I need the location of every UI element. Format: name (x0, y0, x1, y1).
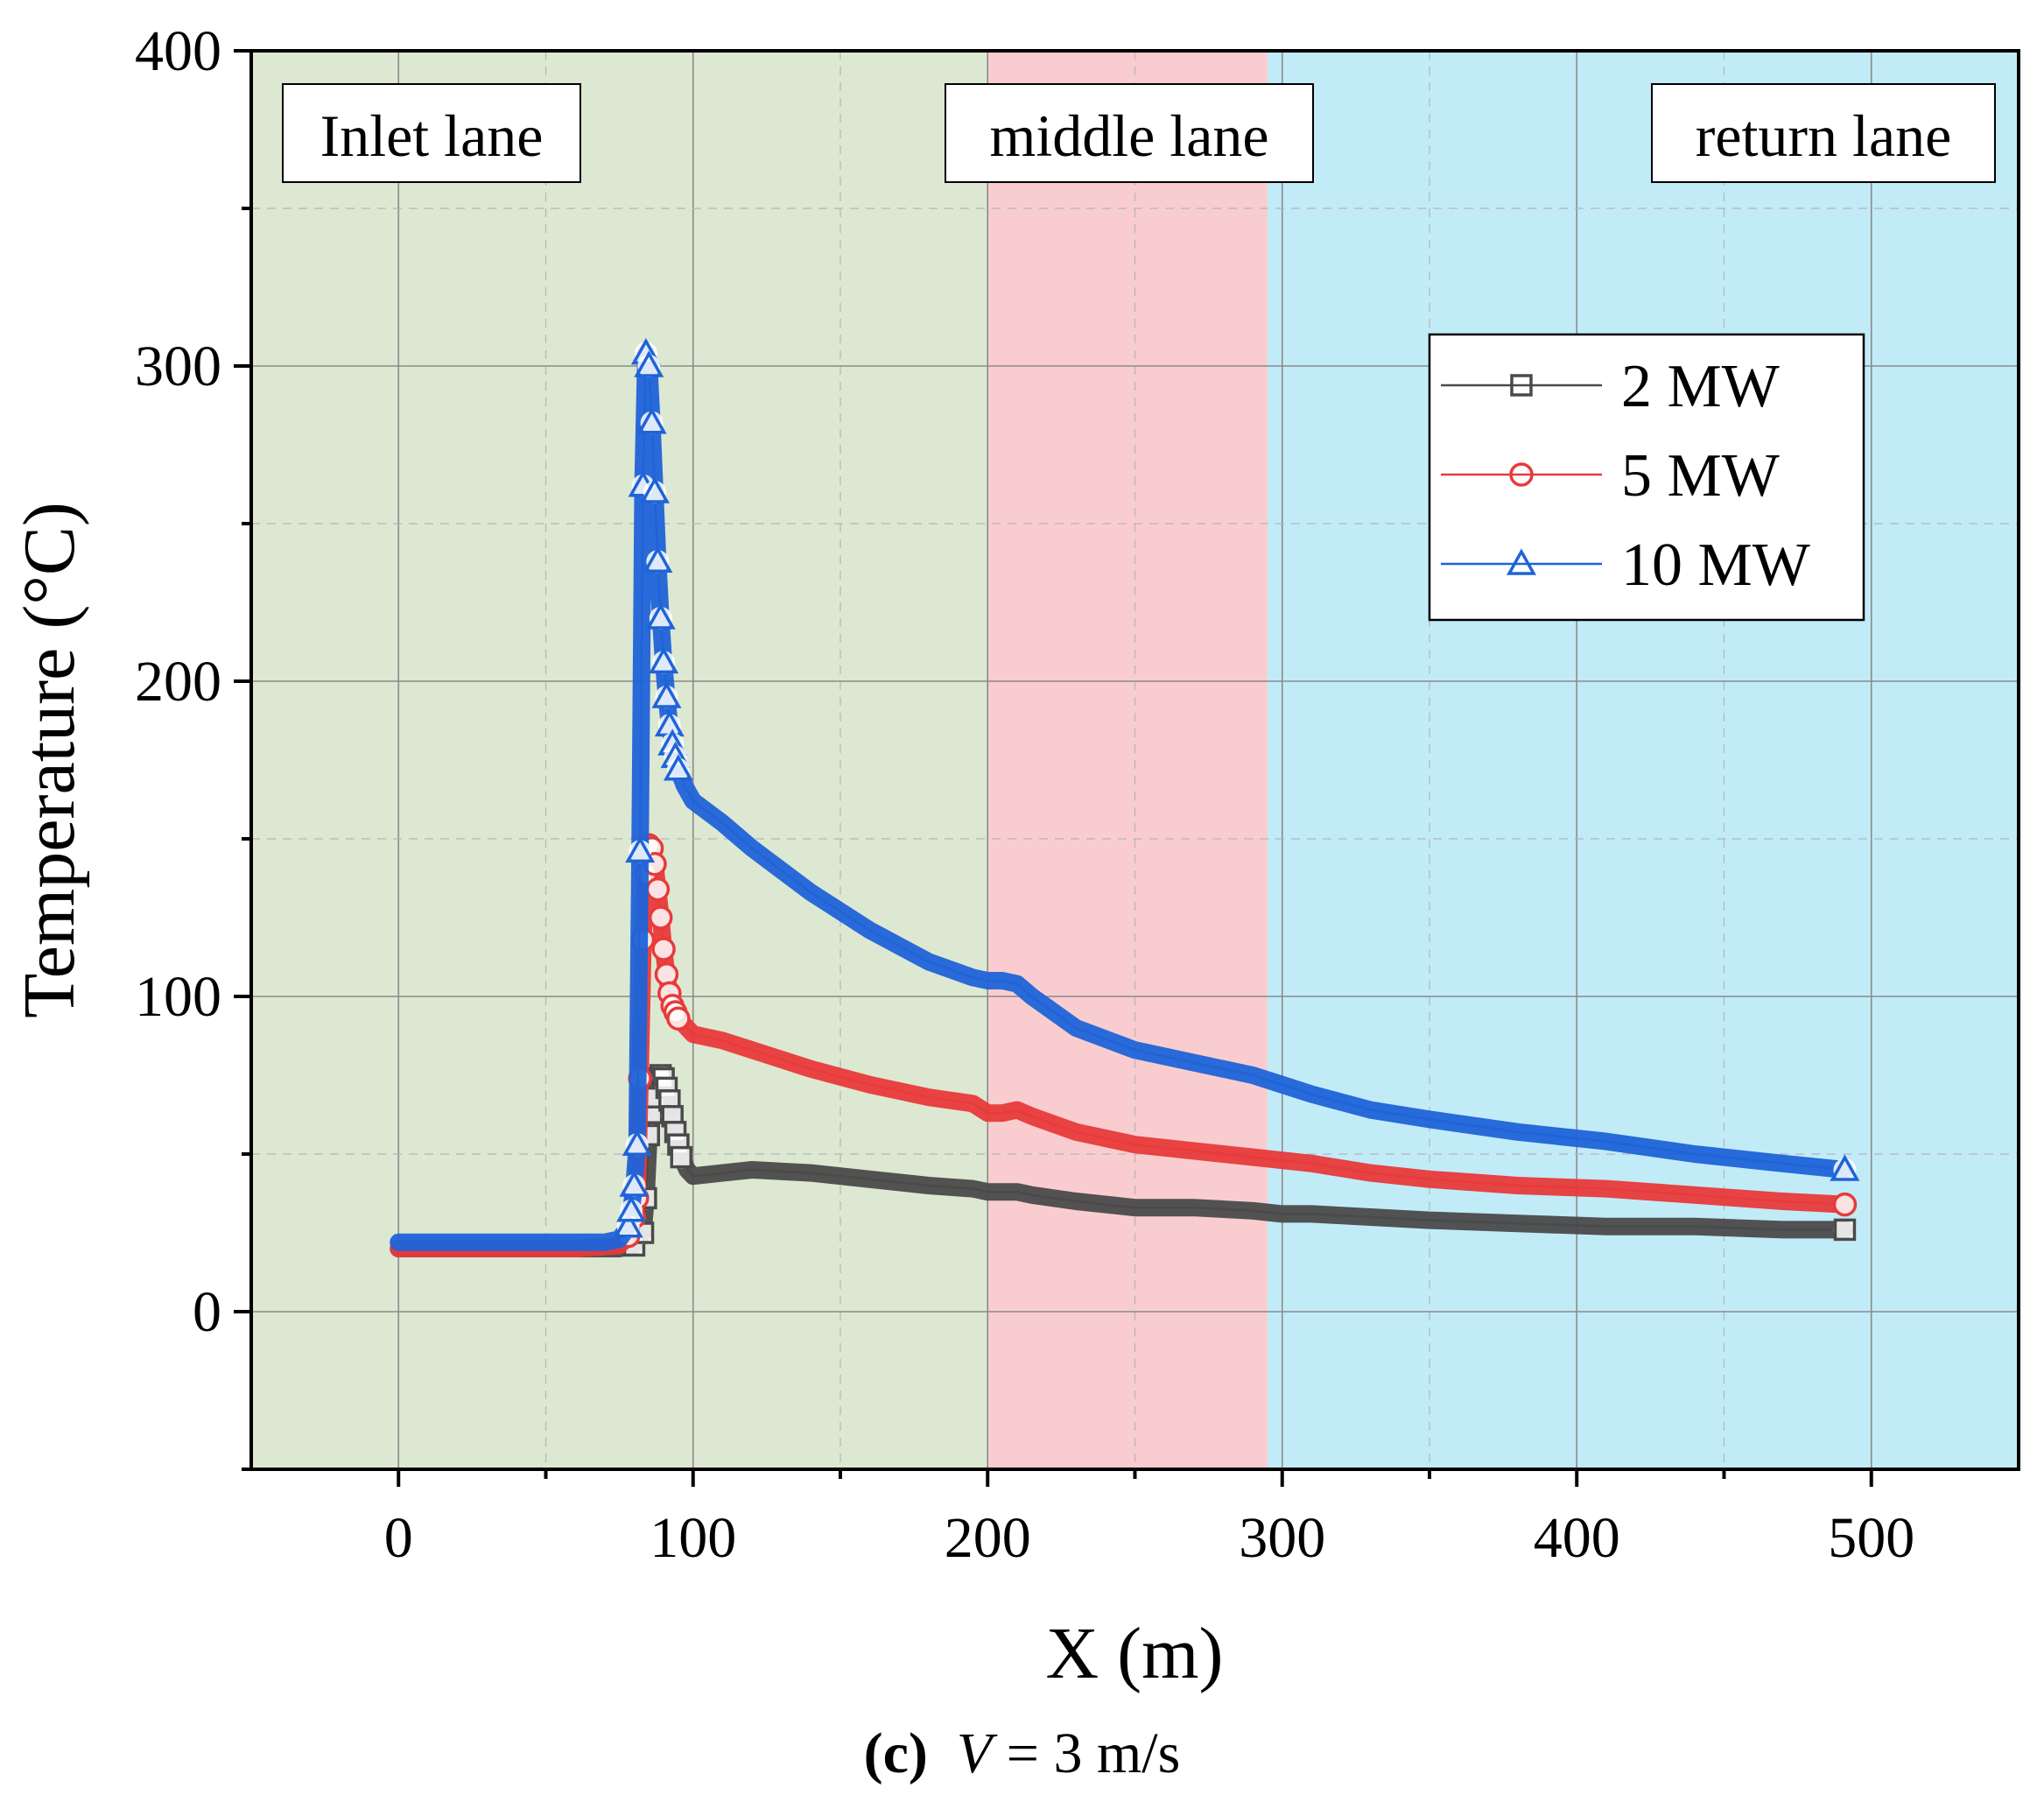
x-tick-label: 0 (384, 1506, 413, 1570)
x-tick-label: 500 (1828, 1506, 1914, 1570)
legend-entry-2-mw: 2 MW (1441, 353, 1780, 420)
marker-triangle (636, 407, 667, 434)
marker-square (1833, 1218, 1857, 1242)
series-10-mw (390, 338, 1860, 1251)
series-line (398, 1073, 1845, 1250)
legend-entry-5-mw: 5 MW (1441, 442, 1780, 510)
marker-backdrop (1833, 1193, 1857, 1216)
region-label-text: middle lane (989, 102, 1268, 169)
x-axis-label: X (m) (1046, 1613, 1224, 1694)
marker-triangle (616, 1195, 647, 1222)
region-labels: Inlet lane middle lane return lane (282, 83, 1996, 183)
region-return-lane (1267, 51, 2019, 1469)
marker-triangle (1830, 1154, 1860, 1181)
legend-label: 5 MW (1621, 442, 1780, 510)
marker-triangle (625, 835, 656, 863)
lane-regions (251, 51, 2019, 1469)
marker-backdrop (655, 962, 678, 986)
marker-backdrop (649, 607, 672, 630)
marker-triangle (640, 476, 670, 503)
region-label-middle-lane: middle lane (945, 83, 1314, 183)
marker-circle (648, 905, 673, 930)
region-label-box (945, 83, 1314, 183)
marker-backdrop (652, 938, 676, 961)
marker-backdrop (640, 411, 664, 434)
x-tick-label: 100 (650, 1506, 736, 1570)
marker-triangle (651, 681, 682, 708)
marker-backdrop (622, 1174, 646, 1197)
marker-backdrop (620, 1199, 643, 1222)
y-tick-label: 0 (193, 1280, 221, 1344)
region-label-text: return lane (1696, 102, 1952, 169)
marker-square (670, 1145, 693, 1169)
marker-backdrop (625, 1133, 649, 1157)
marker-triangle (619, 1170, 650, 1197)
region-label-text: Inlet lane (320, 102, 544, 169)
marker-triangle (1507, 548, 1536, 575)
caption-variable: V (956, 1721, 993, 1785)
marker-square (1510, 374, 1533, 397)
axes: 0 100 200 300 400 500 0 100 200 300 400 (135, 19, 1914, 1570)
marker-triangle (645, 602, 676, 630)
x-tick-label: 400 (1534, 1506, 1620, 1570)
legend: 2 MW 5 MW 10 MW (1428, 333, 1865, 622)
marker-backdrop (666, 757, 690, 781)
region-middle-lane (987, 51, 1268, 1469)
marker-backdrop (655, 686, 678, 708)
marker-circle (1832, 1192, 1858, 1217)
region-label-return-lane: return lane (1651, 83, 1996, 183)
caption-text: = 3 m/s (992, 1721, 1181, 1785)
figure-caption: (c) V = 3 m/s (0, 1721, 2044, 1787)
marker-triangle (634, 350, 664, 377)
marker-triangle (613, 1211, 643, 1238)
marker-triangle (643, 546, 673, 573)
caption-label: (c) (863, 1721, 928, 1785)
marker-backdrop (1833, 1158, 1857, 1181)
marker-backdrop (1833, 1218, 1857, 1242)
legend-entry-10-mw: 10 MW (1441, 531, 1810, 599)
marker-backdrop (652, 651, 676, 674)
y-tick-label: 400 (135, 19, 221, 83)
region-label-box (282, 83, 581, 183)
marker-circle (666, 1006, 691, 1031)
marker-backdrop (670, 1145, 693, 1169)
marker-backdrop (649, 906, 672, 929)
marker-backdrop (637, 355, 661, 377)
marker-triangle (649, 646, 679, 674)
x-tick-label: 200 (945, 1506, 1031, 1570)
grid-lines (251, 51, 2019, 1469)
marker-backdrop (666, 1007, 690, 1031)
marker-backdrop (657, 714, 681, 737)
series-layer (390, 338, 1860, 1257)
marker-backdrop (643, 481, 667, 503)
marker-circle (651, 937, 676, 961)
y-tick-label: 300 (135, 334, 221, 398)
y-tick-label: 100 (135, 965, 221, 1029)
marker-triangle (622, 1129, 652, 1156)
temperature-chart: 0 100 200 300 400 500 0 100 200 300 400 Inlet lane… (9, 19, 2020, 1694)
marker-backdrop (629, 840, 652, 863)
region-label-box (1651, 83, 1996, 183)
legend-box (1428, 333, 1865, 622)
y-axis-label: Temperature (°C) (9, 502, 90, 1018)
marker-backdrop (646, 877, 670, 901)
x-tick-label: 300 (1239, 1506, 1325, 1570)
marker-backdrop (646, 550, 670, 574)
legend-label: 10 MW (1621, 531, 1810, 599)
region-label-inlet-lane: Inlet lane (282, 83, 581, 183)
marker-triangle (663, 754, 693, 781)
y-tick-label: 200 (135, 650, 221, 714)
marker-circle (1509, 462, 1534, 487)
legend-label: 2 MW (1621, 353, 1780, 420)
